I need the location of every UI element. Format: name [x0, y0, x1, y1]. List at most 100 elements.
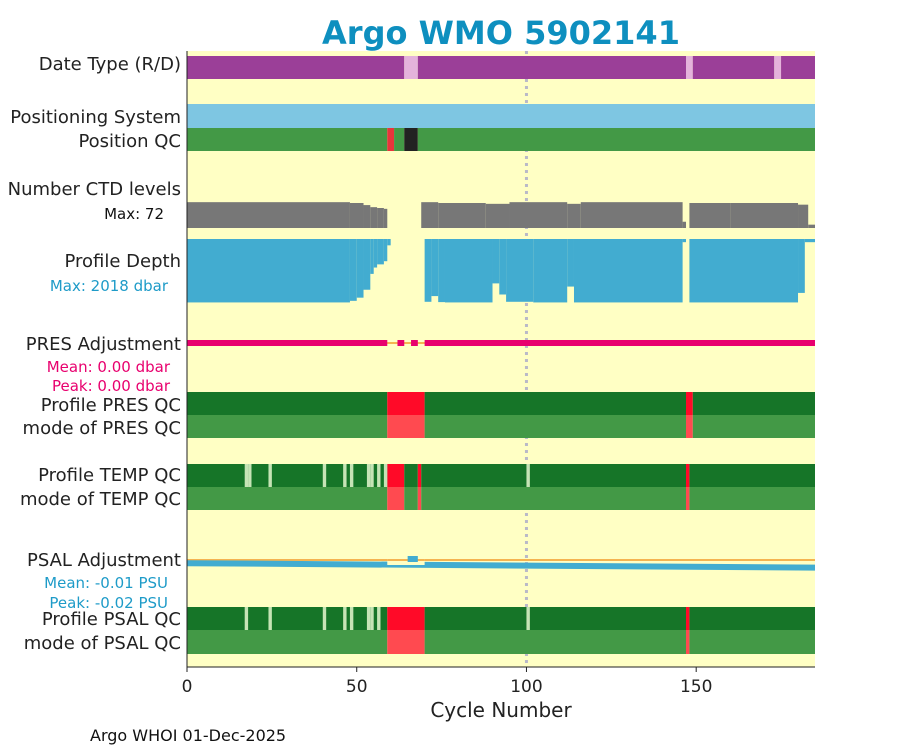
date-type-segment [686, 56, 693, 79]
pres-mean-label: Mean: 0.00 dbar [47, 358, 171, 376]
position-qc-segment [394, 128, 405, 151]
profile-pres-qc-segment [424, 392, 687, 415]
position-qc-segment [187, 128, 388, 151]
date-type-segment [692, 56, 775, 79]
mode-pres-qc-segment [387, 415, 425, 438]
profile-psal-qc-gap [268, 607, 272, 630]
date-type-segment [417, 56, 687, 79]
profile-temp-qc-gap [349, 464, 354, 487]
ctd-levels-bar [377, 208, 384, 228]
profile-temp-qc-gap [526, 464, 530, 487]
ctd-levels-bar [363, 205, 371, 228]
profile-depth-bar [492, 239, 500, 284]
profile-depth-bar [444, 239, 493, 303]
profile-psal-qc-segment [424, 607, 687, 630]
mode-temp-qc-segment [387, 487, 405, 510]
profile-psal-qc-segment [686, 607, 690, 630]
mode-temp-qc-segment [417, 487, 422, 510]
mode-psal-qc-segment [387, 630, 425, 654]
row-label-profile-pres-qc: Profile PRES QC [41, 395, 181, 416]
pres-adjustment-bar [397, 340, 405, 346]
profile-depth-bar [567, 239, 574, 287]
row-label-profile-temp-qc: Profile TEMP QC [38, 465, 181, 486]
mode-psal-qc-segment [686, 630, 690, 654]
profile-depth-bar [363, 239, 371, 290]
mode-psal-qc-segment [424, 630, 687, 654]
mode-pres-qc-segment [424, 415, 687, 438]
ctd-levels-bar [580, 202, 683, 228]
row-label-profile-psal-qc: Profile PSAL QC [42, 609, 181, 630]
profile-temp-qc-gap [268, 464, 272, 487]
profile-temp-qc-gap [244, 464, 249, 487]
ctd-levels-bar [798, 204, 809, 228]
ctd-levels-bar [349, 203, 364, 228]
row-label-mode-temp-qc: mode of TEMP QC [20, 489, 181, 510]
profile-temp-qc-segment [686, 464, 690, 487]
row-label-number-ctd-levels: Number CTD levels [8, 179, 181, 200]
profile-depth-bar [438, 239, 445, 303]
profile-pres-qc-segment [686, 392, 693, 415]
profile-psal-qc-gap [366, 607, 371, 630]
profile-depth-bar [424, 239, 432, 302]
profile-depth-bar [349, 239, 357, 301]
x-tick-label: 0 [182, 677, 193, 697]
profile-depth-bar [387, 239, 391, 246]
row-label-pres-adjustment: PRES Adjustment [26, 334, 181, 355]
profile-temp-qc-segment [404, 464, 418, 487]
ctd-levels-bar [383, 208, 388, 228]
ctd-levels-bar [567, 203, 581, 228]
mode-pres-qc-segment [686, 415, 693, 438]
profile-temp-qc-gap [383, 464, 388, 487]
mode-temp-qc-segment [686, 487, 690, 510]
profile-psal-qc-gap [377, 607, 381, 630]
profile-depth-bar [804, 239, 815, 243]
profile-depth-bar [377, 239, 384, 265]
ctd-max-label: Max: 72 [104, 205, 164, 223]
position-qc-segment [404, 128, 418, 151]
x-tick-label: 100 [510, 677, 542, 697]
profile-temp-qc-gap [370, 464, 374, 487]
psal-peak-label: Peak: -0.02 PSU [49, 594, 168, 612]
profile-depth-bar [682, 239, 687, 243]
profile-depth-bar [383, 239, 388, 262]
row-label-profile-depth: Profile Depth [64, 251, 181, 272]
row-label-positioning-system: Positioning System [10, 107, 181, 128]
profile-temp-qc-gap [343, 464, 347, 487]
row-label-mode-psal-qc: mode of PSAL QC [24, 633, 181, 654]
profile-psal-qc-gap [370, 607, 374, 630]
row-label-mode-pres-qc: mode of PRES QC [23, 418, 181, 439]
mode-temp-qc-segment [187, 487, 388, 510]
ctd-levels-bar [730, 203, 799, 228]
profile-psal-qc-gap [322, 607, 327, 630]
psal-adjustment-band [187, 560, 815, 571]
ctd-levels-bar [689, 203, 731, 228]
mode-psal-qc-segment [187, 630, 388, 654]
ctd-levels-bar [485, 203, 510, 228]
profile-psal-qc-gap [526, 607, 530, 630]
profile-pres-qc-segment [692, 392, 815, 415]
profile-temp-qc-gap [366, 464, 371, 487]
profile-psal-qc-gap [244, 607, 249, 630]
ctd-levels-bar [187, 202, 350, 228]
profile-depth-bar [573, 239, 683, 303]
pres-adjustment-bar [424, 340, 815, 346]
profile-temp-qc-segment [421, 464, 687, 487]
profile-depth-bar [356, 239, 364, 298]
profile-depth-bar [431, 239, 439, 297]
footer-credit: Argo WHOI 01-Dec-2025 [90, 726, 286, 745]
position-qc-segment [417, 128, 815, 151]
row-label-psal-adjustment: PSAL Adjustment [27, 550, 181, 571]
profile-temp-qc-segment [417, 464, 422, 487]
ctd-levels-bar [438, 203, 486, 228]
profile-psal-qc-segment [387, 607, 425, 630]
x-axis-label: Cycle Number [430, 698, 572, 722]
mode-pres-qc-segment [692, 415, 815, 438]
chart-title: Argo WMO 5902141 [322, 14, 680, 52]
pres-adjustment-bar [187, 340, 388, 346]
depth-max-label: Max: 2018 dbar [50, 277, 169, 295]
row-label-date-type: Date Type (R/D) [39, 54, 181, 75]
profile-depth-bar [499, 239, 507, 295]
profile-psal-qc-segment [187, 607, 388, 630]
pres-adjustment-bar [411, 340, 418, 346]
profile-depth-bar [370, 239, 374, 274]
